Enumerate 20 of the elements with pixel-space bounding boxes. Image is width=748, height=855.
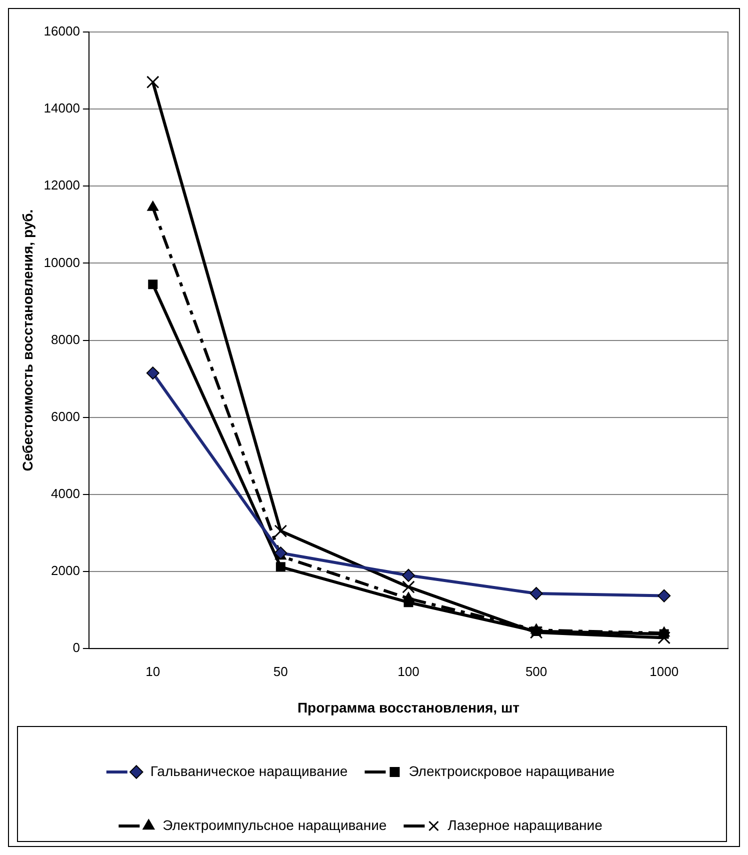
y-tick-label: 10000: [44, 254, 80, 270]
y-tick-label: 16000: [44, 24, 80, 39]
x-tick-label: 50: [273, 664, 288, 679]
x-tick-label: 100: [398, 664, 420, 679]
legend-label: Лазерное наращивание: [448, 816, 603, 833]
y-tick-label: 8000: [51, 332, 80, 347]
x-axis-title: Программа восстановления, шт: [297, 699, 520, 716]
legend-label: Электроимпульсное наращивание: [162, 816, 387, 833]
y-axis-title: Себестоимость восстановления, руб.: [19, 209, 36, 472]
legend-label: Электроискровое наращивание: [408, 762, 615, 779]
y-tick-label: 6000: [51, 408, 80, 424]
y-tick-label: 4000: [51, 486, 80, 502]
legend-label: Гальваническое наращивание: [150, 762, 348, 779]
x-tick-label: 10: [146, 664, 160, 679]
x-tick-label: 500: [525, 664, 548, 679]
y-tick-label: 2000: [51, 563, 80, 578]
x-tick-label: 1000: [650, 664, 679, 679]
y-tick-label: 0: [72, 640, 80, 656]
y-tick-label: 14000: [44, 100, 80, 116]
y-tick-label: 12000: [44, 178, 80, 193]
